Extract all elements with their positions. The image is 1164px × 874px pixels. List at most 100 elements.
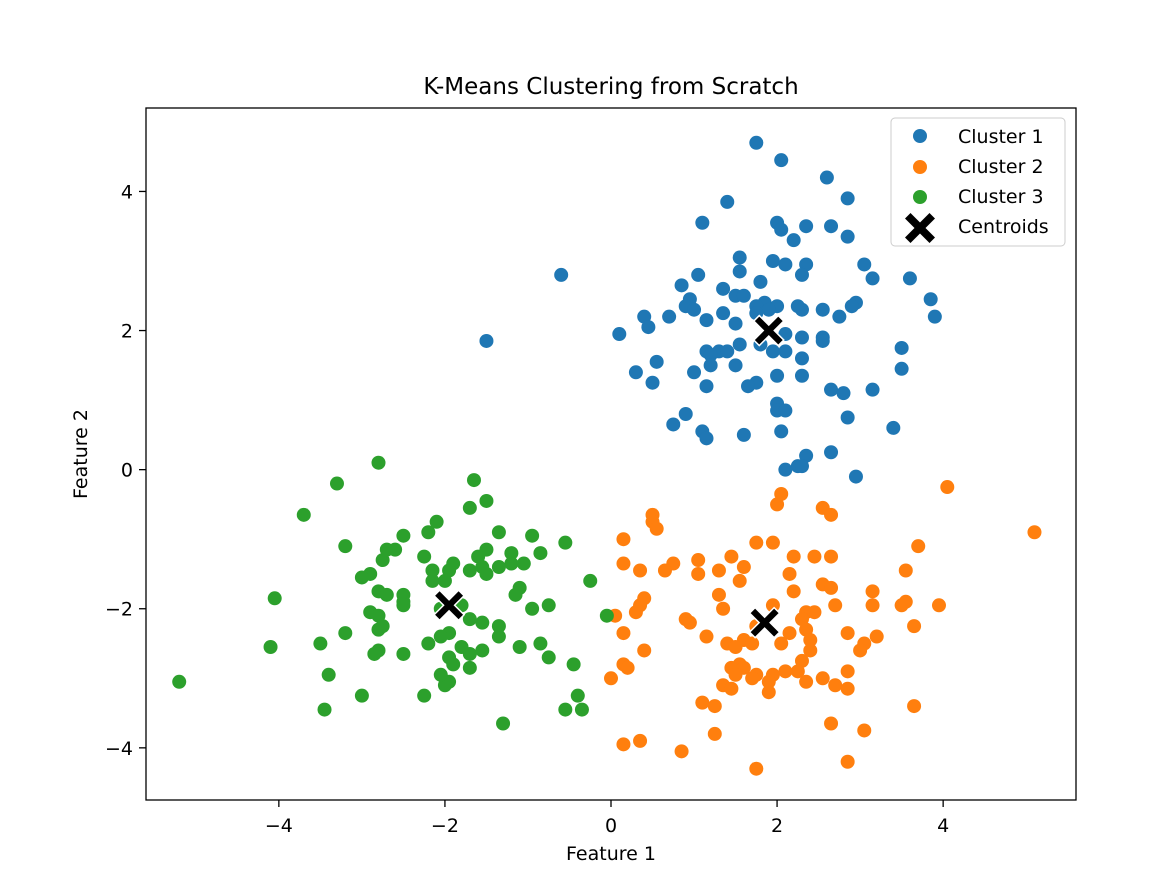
data-point-cluster-3 [388, 542, 403, 557]
y-axis-label: Feature 2 [70, 409, 92, 499]
data-point-cluster-3 [396, 646, 411, 661]
data-point-cluster-3 [313, 636, 328, 651]
data-point-cluster-3 [504, 556, 519, 571]
data-point-cluster-2 [857, 723, 872, 738]
data-point-cluster-1 [716, 306, 731, 321]
data-point-cluster-2 [695, 695, 710, 710]
centroids-layer [433, 314, 785, 639]
data-point-cluster-3 [491, 629, 506, 644]
data-point-cluster-1 [699, 379, 714, 394]
data-point-cluster-3 [338, 539, 353, 554]
y-tick-label: 4 [121, 181, 133, 203]
data-point-cluster-2 [840, 681, 855, 696]
data-point-cluster-2 [907, 619, 922, 634]
data-point-cluster-1 [774, 424, 789, 439]
data-point-cluster-1 [815, 302, 830, 317]
legend-marker-cluster-2 [913, 160, 927, 174]
data-point-cluster-1 [649, 354, 664, 369]
data-point-cluster-1 [774, 222, 789, 237]
data-point-cluster-1 [857, 257, 872, 272]
data-point-cluster-1 [865, 382, 880, 397]
data-point-cluster-1 [894, 340, 909, 355]
data-point-cluster-3 [475, 615, 490, 630]
data-point-cluster-2 [736, 560, 751, 575]
data-point-cluster-2 [803, 643, 818, 658]
data-point-cluster-2 [707, 699, 722, 714]
x-tick-label: −2 [431, 815, 459, 837]
data-point-cluster-2 [707, 726, 722, 741]
data-point-cluster-2 [749, 535, 764, 550]
data-point-cluster-2 [616, 737, 631, 752]
data-point-cluster-3 [525, 528, 540, 543]
data-point-cluster-2 [840, 664, 855, 679]
data-point-cluster-1 [645, 375, 660, 390]
data-point-cluster-2 [716, 601, 731, 616]
data-point-cluster-1 [902, 271, 917, 286]
data-point-cluster-1 [840, 229, 855, 244]
data-point-cluster-2 [824, 580, 839, 595]
data-point-cluster-2 [765, 598, 780, 613]
data-point-cluster-3 [321, 667, 336, 682]
data-point-cluster-3 [437, 573, 452, 588]
data-point-cluster-3 [570, 688, 585, 703]
data-point-cluster-1 [865, 271, 880, 286]
data-point-cluster-1 [554, 267, 569, 282]
data-point-cluster-2 [616, 532, 631, 547]
data-point-cluster-3 [317, 702, 332, 717]
chart-title: K-Means Clustering from Scratch [423, 74, 798, 100]
data-point-cluster-3 [566, 657, 581, 672]
x-tick-label: −4 [265, 815, 293, 837]
data-point-cluster-2 [790, 664, 805, 679]
data-point-cluster-2 [803, 633, 818, 648]
data-point-cluster-1 [761, 302, 776, 317]
y-tick-label: 2 [121, 321, 133, 343]
data-point-cluster-3 [379, 587, 394, 602]
series-1 [479, 135, 942, 484]
data-point-cluster-2 [898, 594, 913, 609]
data-point-cluster-3 [504, 546, 519, 561]
data-point-cluster-1 [794, 459, 809, 474]
data-point-cluster-2 [940, 480, 955, 495]
y-axis: −4 −2 0 2 4 [105, 181, 146, 760]
data-point-cluster-1 [824, 382, 839, 397]
data-point-cluster-3 [417, 688, 432, 703]
data-point-cluster-2 [782, 566, 797, 581]
data-point-cluster-2 [786, 549, 801, 564]
data-point-cluster-3 [491, 560, 506, 575]
data-point-cluster-1 [728, 316, 743, 331]
data-point-cluster-1 [836, 386, 851, 401]
data-point-cluster-2 [699, 629, 714, 644]
data-point-cluster-1 [678, 407, 693, 422]
data-point-cluster-3 [574, 702, 589, 717]
data-point-cluster-1 [666, 417, 681, 432]
data-point-cluster-1 [778, 344, 793, 359]
data-point-cluster-2 [657, 563, 672, 578]
data-point-cluster-2 [745, 636, 760, 651]
data-point-cluster-2 [865, 584, 880, 599]
legend-marker-cluster-1 [913, 129, 927, 143]
data-point-cluster-2 [604, 671, 618, 686]
data-point-cluster-2 [853, 643, 868, 658]
data-point-cluster-2 [898, 563, 913, 578]
data-point-cluster-3 [338, 626, 353, 641]
data-point-cluster-2 [865, 598, 880, 613]
data-point-cluster-3 [491, 525, 506, 540]
data-point-cluster-1 [886, 420, 901, 435]
data-point-cluster-1 [699, 313, 714, 328]
data-point-cluster-1 [840, 410, 855, 425]
data-point-cluster-3 [533, 636, 548, 651]
data-point-cluster-2 [711, 563, 726, 578]
data-point-cluster-2 [674, 744, 689, 759]
data-point-cluster-3 [446, 657, 461, 672]
data-point-cluster-1 [894, 361, 909, 376]
data-point-cluster-2 [616, 556, 631, 571]
data-point-cluster-2 [761, 685, 776, 700]
x-tick-label: 4 [937, 815, 949, 837]
data-point-cluster-1 [774, 153, 789, 168]
data-point-cluster-2 [869, 629, 884, 644]
data-point-cluster-1 [736, 427, 751, 442]
data-point-cluster-2 [828, 678, 843, 693]
data-point-cluster-1 [794, 351, 809, 366]
data-point-cluster-3 [533, 546, 548, 561]
data-point-cluster-1 [794, 368, 809, 383]
